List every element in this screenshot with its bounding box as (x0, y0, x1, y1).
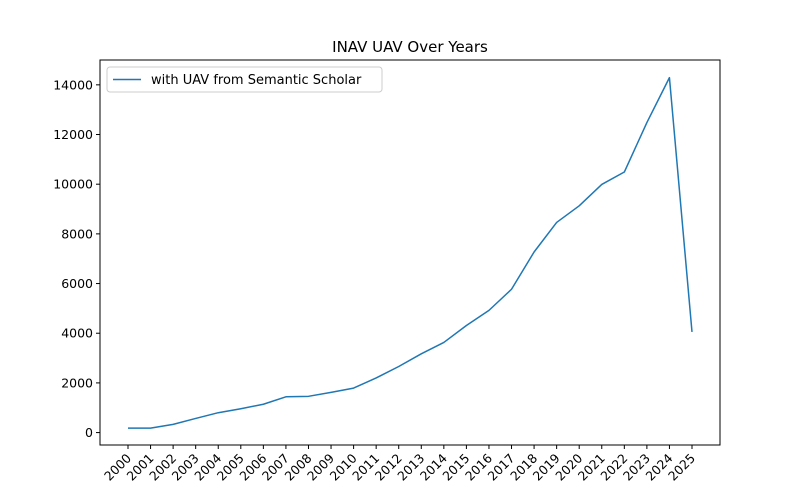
y-tick-label: 2000 (61, 375, 93, 390)
y-tick-label: 10000 (53, 177, 93, 192)
y-tick-label: 14000 (53, 77, 93, 92)
chart-title: INAV UAV Over Years (332, 38, 488, 56)
y-tick-label: 4000 (61, 326, 93, 341)
y-tick-label: 8000 (61, 226, 93, 241)
legend-label: with UAV from Semantic Scholar (151, 73, 362, 88)
y-tick-label: 0 (85, 425, 93, 440)
y-tick-label: 12000 (53, 127, 93, 142)
y-tick-label: 6000 (61, 276, 93, 291)
legend: with UAV from Semantic Scholar (107, 67, 382, 92)
